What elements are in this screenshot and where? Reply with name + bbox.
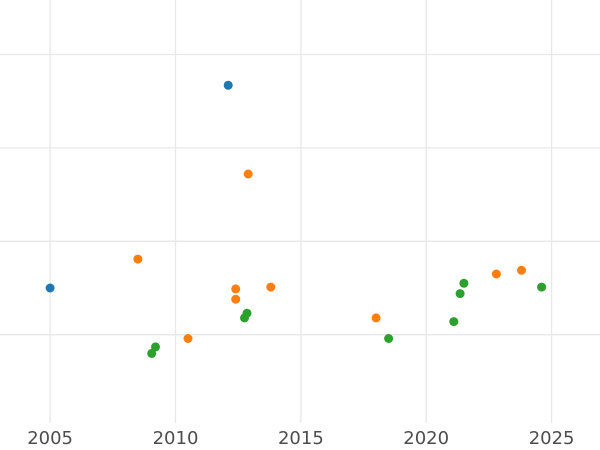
data-point-green — [242, 308, 252, 318]
data-point-green — [537, 282, 547, 292]
data-point-orange — [231, 284, 241, 294]
data-point-orange — [266, 282, 276, 292]
x-axis-tick-labels: 2005 2010 2015 2020 2025 — [27, 428, 574, 449]
data-point-orange — [133, 254, 143, 264]
x-tick-label: 2020 — [403, 428, 449, 449]
x-tick-label: 2025 — [529, 428, 575, 449]
data-points — [45, 80, 547, 358]
data-point-green — [459, 278, 469, 288]
data-point-blue — [223, 80, 233, 90]
data-point-orange — [231, 294, 241, 304]
x-tick-label: 2005 — [27, 428, 73, 449]
data-point-blue — [45, 283, 55, 293]
data-point-orange — [491, 269, 501, 279]
data-point-green — [151, 342, 160, 352]
gridlines — [0, 0, 600, 423]
data-point-orange — [183, 334, 193, 343]
data-point-orange — [517, 265, 526, 275]
x-tick-label: 2010 — [153, 428, 199, 449]
data-point-orange — [243, 169, 253, 179]
data-point-green — [147, 348, 157, 358]
data-point-green — [455, 289, 465, 299]
x-tick-label: 2015 — [278, 428, 324, 449]
data-point-orange — [371, 313, 381, 323]
data-point-green — [384, 334, 394, 343]
data-point-green — [449, 317, 459, 327]
